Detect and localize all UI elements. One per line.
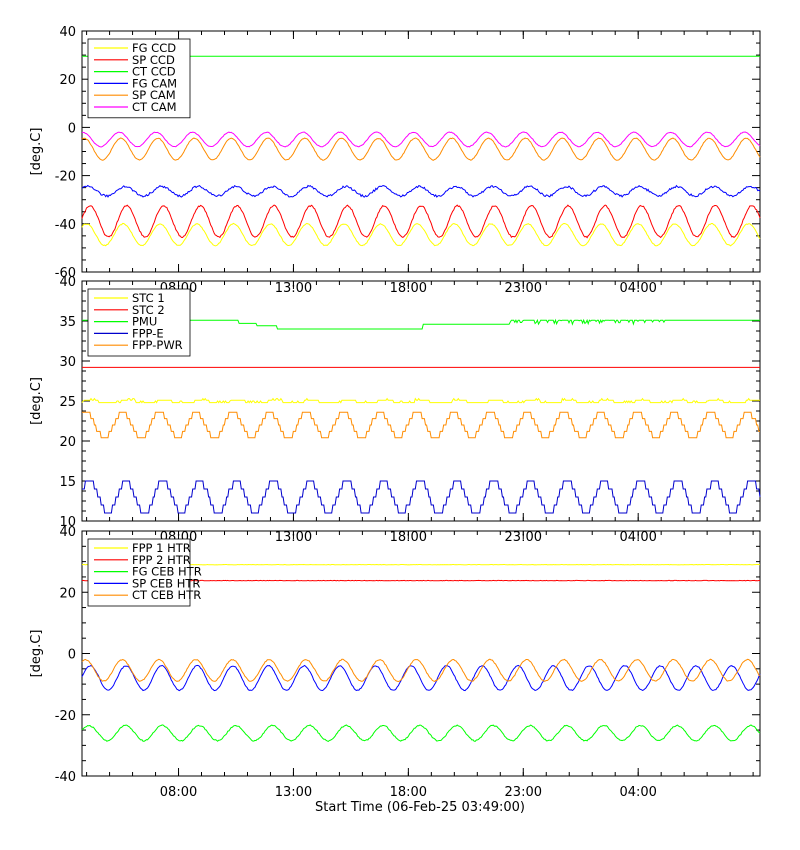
series-line-fg-cam	[81, 184, 761, 198]
legend-label: STC 2	[132, 303, 165, 317]
series-line-ct-cam	[81, 131, 761, 148]
x-tick-label: 04:00	[619, 785, 656, 800]
legend-label: FG CCD	[132, 41, 176, 55]
x-tick-label: 18:00	[390, 785, 427, 800]
y-tick-label: 40	[59, 25, 76, 40]
legend-label: FPP 2 HTR	[132, 553, 191, 567]
legend-label: CT CAM	[132, 100, 177, 114]
series-line-fg-ccd	[81, 222, 761, 247]
panel-3: 40 20 0 -20 -40 [deg.C] 08:00 13:00 18:00 23:00 04…	[29, 525, 761, 800]
legend-label: FPP 1 HTR	[132, 541, 191, 555]
y-tick-label: 20	[59, 435, 76, 450]
y-tick-label: 20	[59, 73, 76, 88]
legend-label: STC 1	[132, 291, 165, 305]
series-line-fpp-pwr	[82, 411, 760, 439]
series-line-fg-ceb-htr	[81, 724, 761, 742]
legend-label: FG CAM	[132, 76, 177, 90]
y-tick-label: -40	[55, 770, 76, 785]
y-tick-label: 30	[59, 355, 76, 370]
x-tick-label: 08:00	[160, 785, 197, 800]
legend-label: SP CEB HTR	[132, 576, 200, 590]
series-line-sp-ceb-htr	[81, 664, 761, 692]
x-axis-title: Start Time (06-Feb-25 03:49:00)	[315, 800, 525, 815]
series-line-sp-cam	[81, 137, 761, 161]
y-tick-label: 15	[59, 475, 76, 490]
series-line-stc-1	[81, 397, 760, 404]
y-tick-label: -20	[55, 170, 76, 185]
y-tick-label: 40	[59, 275, 76, 290]
legend-label: FG CEB HTR	[132, 565, 202, 579]
legend-label: PMU	[132, 315, 157, 329]
series-line-sp-ccd	[81, 204, 761, 239]
y-axis-label: [deg.C]	[29, 630, 44, 678]
y-tick-label: 25	[59, 395, 76, 410]
y-axis-label: [deg.C]	[29, 377, 44, 425]
y-tick-label: 35	[59, 315, 76, 330]
x-tick-label: 23:00	[505, 785, 542, 800]
legend-label: FPP-E	[132, 326, 164, 340]
y-tick-label: -40	[55, 218, 76, 233]
y-tick-label: 0	[68, 648, 76, 663]
legend-label: FPP-PWR	[132, 338, 183, 352]
series-line-pmu	[82, 318, 760, 330]
legend-box	[87, 38, 191, 119]
legend-label: SP CAM	[132, 88, 176, 102]
y-tick-label: 40	[59, 525, 76, 540]
x-tick-label: 13:00	[275, 785, 312, 800]
series-line-fpp-e	[82, 480, 761, 514]
series-line-ct-ceb-htr	[81, 658, 761, 683]
y-tick-label: 20	[59, 586, 76, 601]
legend-label: SP CCD	[132, 53, 175, 67]
legend-label: CT CEB HTR	[132, 588, 201, 602]
y-tick-label: -20	[55, 709, 76, 724]
legend-label: CT CCD	[132, 65, 176, 79]
y-axis-label: [deg.C]	[29, 128, 44, 176]
y-tick-label: -60	[55, 266, 76, 281]
y-tick-label: 10	[59, 515, 76, 530]
y-tick-label: 0	[68, 121, 76, 136]
